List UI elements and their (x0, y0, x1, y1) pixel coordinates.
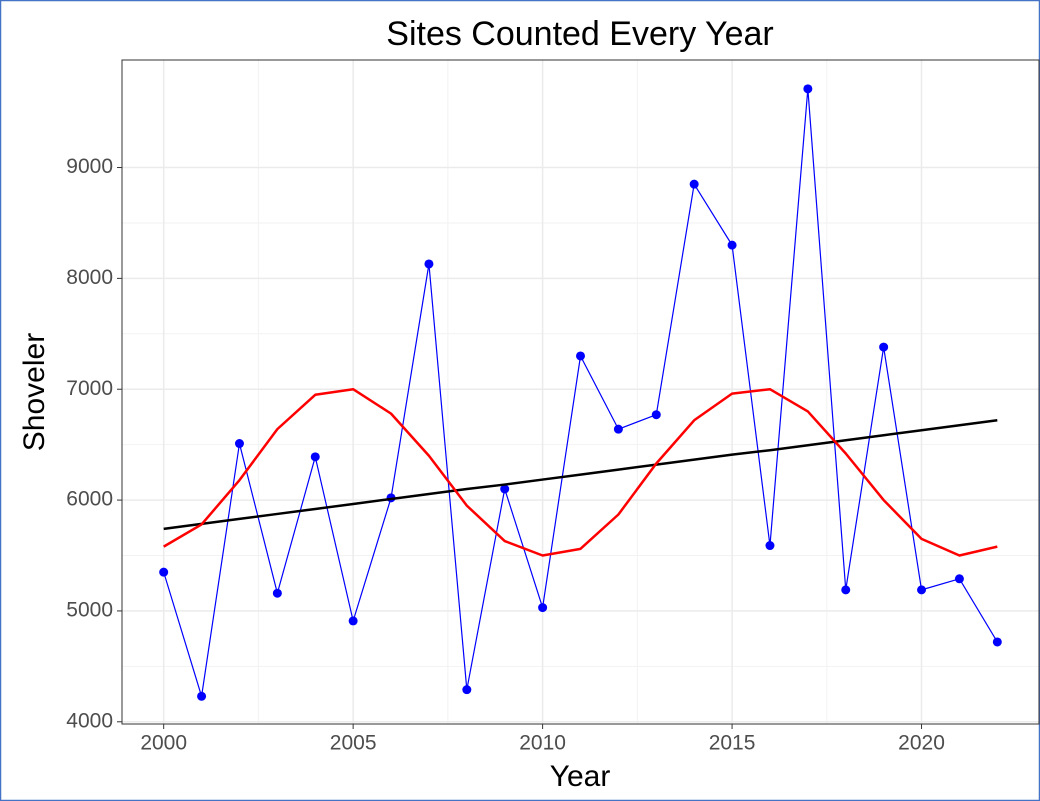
point (727, 240, 737, 250)
series-line (163, 387, 998, 557)
point (992, 637, 1002, 647)
x-tick-label: 2020 (898, 732, 945, 755)
point (424, 259, 434, 269)
point (765, 541, 775, 551)
point (272, 588, 282, 598)
y-tick-label: 9000 (66, 155, 113, 178)
y-tick-label: 8000 (66, 266, 113, 289)
point (954, 574, 964, 584)
x-tick-label: 2005 (330, 732, 377, 755)
chart-title: Sites Counted Every Year (386, 15, 773, 53)
point (348, 616, 358, 626)
point (159, 567, 169, 577)
point (576, 351, 585, 361)
point (651, 410, 661, 420)
y-tick-label: 6000 (66, 488, 113, 511)
series-line (163, 419, 998, 531)
y-tick-label: 7000 (66, 377, 113, 400)
x-tick-label: 2015 (709, 732, 756, 755)
point (689, 179, 699, 189)
plot-border (121, 59, 1040, 725)
x-axis-label: Year (550, 760, 611, 793)
point (500, 484, 510, 494)
x-tick-label: 2000 (140, 732, 187, 755)
point (803, 84, 813, 94)
x-tick-label: 2010 (519, 732, 566, 755)
point (234, 439, 244, 449)
y-axis-label: Shoveler (18, 333, 51, 451)
point (841, 585, 851, 595)
point (917, 585, 927, 595)
point (538, 603, 548, 613)
point (462, 685, 472, 695)
point (310, 452, 320, 462)
y-tick-label: 5000 (66, 598, 113, 621)
point (879, 342, 889, 352)
y-tick-label: 4000 (66, 709, 113, 732)
point (613, 424, 623, 434)
point (197, 691, 207, 701)
